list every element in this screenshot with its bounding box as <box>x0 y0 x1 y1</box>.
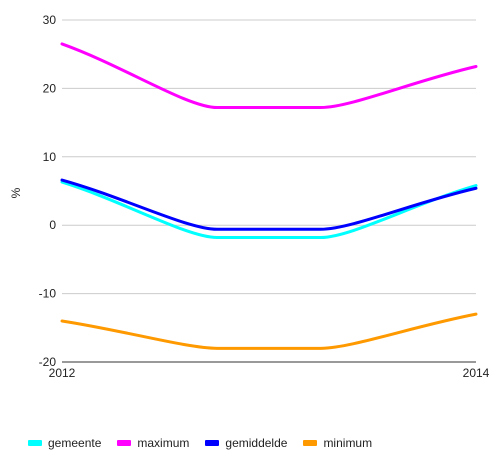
legend-item-maximum[interactable]: maximum <box>117 436 189 450</box>
y-tick-label: -10 <box>39 287 57 301</box>
series-line-gemeente[interactable] <box>60 180 478 240</box>
series-line-maximum[interactable] <box>60 42 478 110</box>
series-line-minimum[interactable] <box>60 312 478 350</box>
series-lines <box>60 42 478 350</box>
grid-lines <box>62 19 476 363</box>
legend-item-gemeente[interactable]: gemeente <box>28 436 101 450</box>
legend-label: gemeente <box>48 436 102 450</box>
y-tick-label: 0 <box>49 218 56 232</box>
legend-swatch <box>205 440 220 446</box>
y-tick-label: 20 <box>43 81 57 95</box>
axes: -20 -10 0 10 20 30 2012 2014 <box>39 13 490 380</box>
plot-area: -20 -10 0 10 20 30 2012 2014 % <box>9 13 490 380</box>
legend-label: gemiddelde <box>225 436 288 450</box>
legend-item-gemiddelde[interactable]: gemiddelde <box>205 436 287 450</box>
series-line-gemiddelde[interactable] <box>60 178 478 231</box>
y-axis-label: % <box>9 187 23 198</box>
legend-label: maximum <box>137 436 190 450</box>
y-tick-label: 30 <box>43 13 57 27</box>
legend: gemeente maximum gemiddelde minimum <box>28 434 372 452</box>
x-tick-label: 2012 <box>49 366 76 380</box>
legend-swatch <box>28 440 42 446</box>
legend-label: minimum <box>323 436 373 450</box>
legend-swatch <box>303 440 318 446</box>
x-tick-label: 2014 <box>463 366 490 380</box>
legend-swatch <box>117 440 132 446</box>
legend-item-minimum[interactable]: minimum <box>303 436 372 450</box>
y-tick-label: 10 <box>43 150 57 164</box>
y-tick-label: -20 <box>39 355 57 369</box>
